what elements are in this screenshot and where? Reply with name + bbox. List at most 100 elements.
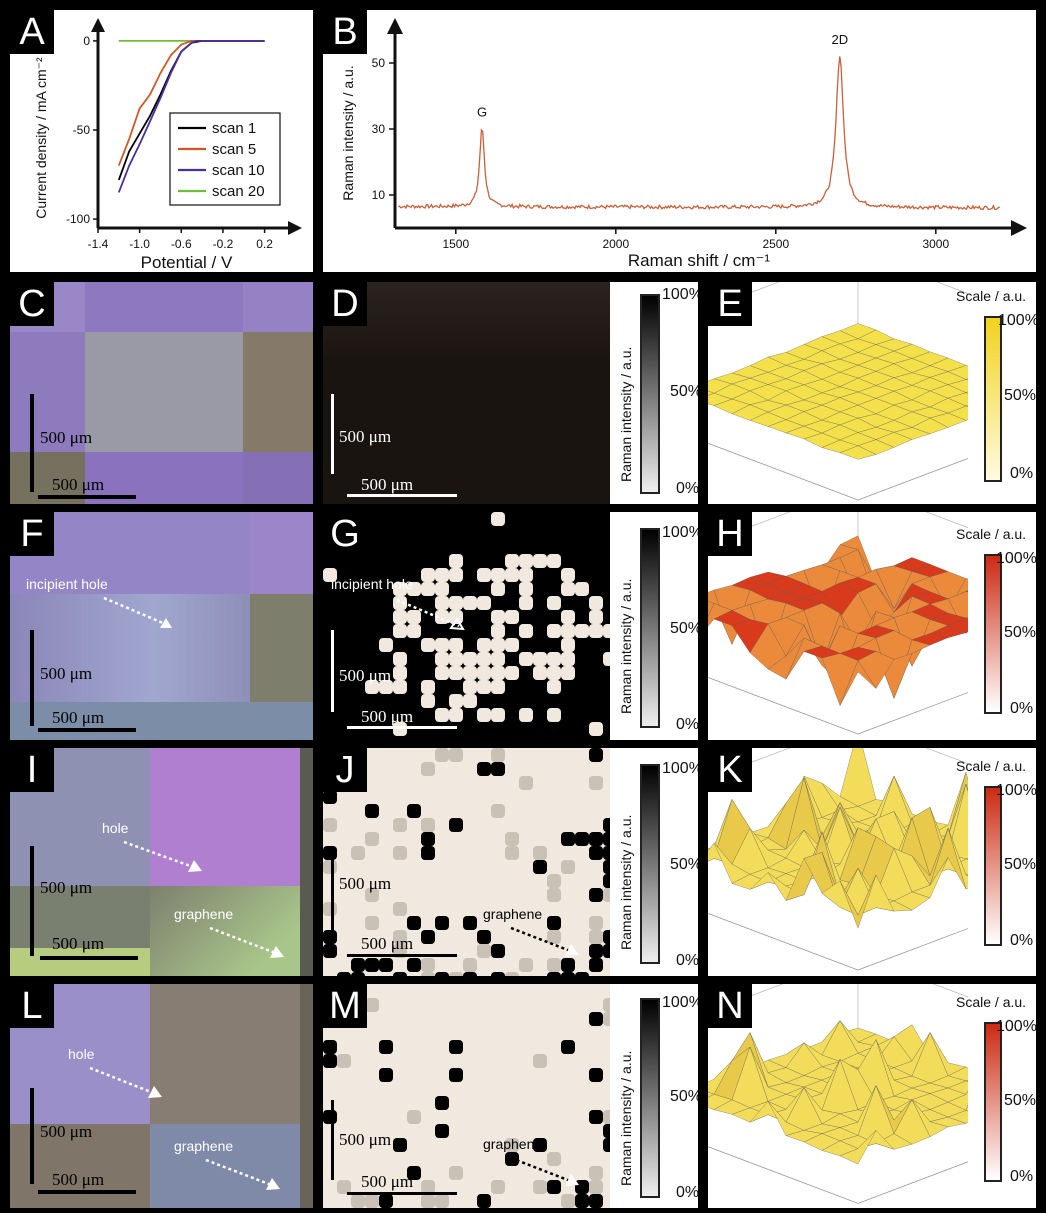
panel-g-colorbar: Raman intensity / a.u. 100% 50% 0% [610, 512, 698, 740]
scale-label-vertical: 500 μm [40, 1122, 93, 1141]
pixel-map-m [323, 998, 610, 1208]
peak-label-2D: 2D [831, 32, 848, 47]
label-hole: hole [102, 820, 129, 836]
tick-100: 100% [996, 1018, 1036, 1035]
tick-0: 0% [1010, 1168, 1034, 1185]
panel-f-optical: F incipient hole 500 μm 500 μm [10, 512, 313, 740]
panel-letter-e: E [708, 282, 752, 326]
colorbar-red [984, 554, 1002, 714]
arrow-graphene [510, 1156, 579, 1186]
panel-letter-j: J [323, 748, 367, 792]
panel-d-raman-map: D 500 μm 500 μm [323, 282, 610, 504]
y-axis-arrow [387, 18, 403, 34]
scale-label-vertical: 500 μm [40, 428, 93, 447]
scale-title: Scale / a.u. [956, 526, 1027, 542]
scale-title: Scale / a.u. [956, 758, 1027, 774]
scale-label-vertical: 500 μm [339, 427, 392, 446]
surface-mesh [708, 323, 968, 460]
panel-letter-c: C [10, 282, 54, 326]
surface-plot-n [708, 984, 968, 1204]
tick-100: 100% [662, 760, 698, 777]
label-graphene: graphene [483, 1136, 543, 1152]
panel-letter-m: M [323, 984, 367, 1028]
panel-letter-g: G [323, 512, 367, 556]
box-back-right [857, 984, 968, 1068]
panel-m-colorbar: Raman intensity / a.u. 100% 50% 0% [610, 984, 698, 1208]
arrow-graphene [510, 926, 579, 956]
panel-letter-d: D [323, 282, 367, 326]
legend-label: scan 10 [212, 162, 265, 179]
x-tick-label: -0.2 [213, 237, 234, 251]
scale-label-horizontal: 500 μm [52, 708, 105, 727]
scale-bar-vertical [30, 1088, 34, 1184]
panel-a-voltammogram: A -1.4 -1.0 -0.6 -0.2 0.2 0 -50 -100 Potential /… [10, 10, 313, 272]
panel-l-optical: L hole graphene 500 μm 500 μm [10, 984, 313, 1208]
arrow-graphene [205, 1158, 280, 1190]
box-front-right [857, 692, 968, 735]
colorbar-gray [640, 998, 660, 1198]
panel-j-colorbar: Raman intensity / a.u. 100% 50% 0% [610, 748, 698, 976]
y-tick-label: -50 [73, 123, 91, 137]
box-front-left [708, 442, 859, 501]
tick-50: 50% [1004, 1092, 1036, 1109]
label-hole: hole [68, 1046, 95, 1062]
y-tick-label: -100 [66, 212, 90, 226]
y-axis-label: Raman intensity / a.u. [340, 65, 356, 200]
panel-m-raman-map: M 500 μm graphene 500 μm [323, 984, 610, 1208]
scale-title: Scale / a.u. [956, 288, 1027, 304]
panel-n-surface: N Scale / a.u. 100% 50% 0% [708, 984, 1036, 1208]
panel-c-optical: C 500 μm 500 μm [10, 282, 313, 504]
tick-50: 50% [670, 383, 698, 400]
pixel-map-g [323, 512, 610, 736]
scale-label-vertical: 500 μm [40, 664, 93, 683]
tick-50: 50% [670, 1088, 698, 1105]
arrow-incipient-hole [396, 598, 465, 631]
tick-0: 0% [1010, 700, 1034, 717]
peak-label-G: G [477, 104, 487, 119]
scale-bar-horizontal [38, 728, 136, 732]
y-tick-label: 50 [372, 56, 386, 70]
surface-plot-e [708, 282, 968, 501]
tick-0: 0% [1010, 465, 1034, 482]
panel-letter-i: I [10, 748, 54, 792]
tick-100: 100% [662, 524, 698, 541]
scale-label-horizontal: 500 μm [361, 1172, 414, 1191]
surface-plot-k [708, 748, 968, 971]
panel-letter-l: L [10, 984, 54, 1028]
x-tick-label: 2500 [762, 237, 789, 251]
scale-bar-horizontal [40, 956, 138, 960]
scale-bar-horizontal [347, 954, 457, 957]
scale-label-horizontal: 500 μm [361, 475, 414, 494]
series-line-scan-10 [117, 39, 265, 193]
scale-bar-horizontal [347, 726, 457, 729]
scale-label-horizontal: 500 μm [361, 934, 414, 953]
box-back-right [857, 282, 968, 364]
tick-50: 50% [1004, 856, 1036, 873]
colorbar-yellow [984, 316, 1002, 482]
legend-label: scan 20 [212, 183, 265, 200]
scale-label-vertical: 500 μm [339, 666, 392, 685]
box-front-left [708, 676, 859, 735]
scale-bar-vertical [30, 630, 34, 726]
panel-i-optical: I hole graphene 500 μm 500 μm [10, 748, 313, 976]
tick-0: 0% [676, 1184, 698, 1201]
tick-100: 100% [996, 550, 1036, 567]
tick-0: 0% [1010, 932, 1034, 949]
y-tick-label: 10 [372, 188, 386, 202]
panel-k-surface: K Scale / a.u. 100% 50% 0% [708, 748, 1036, 976]
y-tick-label: 30 [372, 122, 386, 136]
tick-100: 100% [996, 782, 1036, 799]
tick-50: 50% [1004, 387, 1036, 404]
pixel-cells [323, 748, 610, 976]
tick-50: 50% [670, 620, 698, 637]
tick-50: 50% [1004, 624, 1036, 641]
x-axis-arrow [1011, 220, 1027, 236]
x-tick-label: -0.6 [171, 237, 192, 251]
surface-mesh [708, 1020, 968, 1165]
box-front-right [857, 458, 968, 501]
chart-a-svg: -1.4 -1.0 -0.6 -0.2 0.2 0 -50 -100 Potential / V… [33, 18, 302, 272]
arrow-hole [123, 840, 202, 872]
chart-b-svg: 1500 2000 2500 3000 10 30 50 Raman shift / cm⁻¹… [340, 18, 1027, 270]
panel-h-surface: H Scale / a.u. 100% 50% 0% [708, 512, 1036, 740]
x-tick-label: -1.4 [88, 237, 109, 251]
